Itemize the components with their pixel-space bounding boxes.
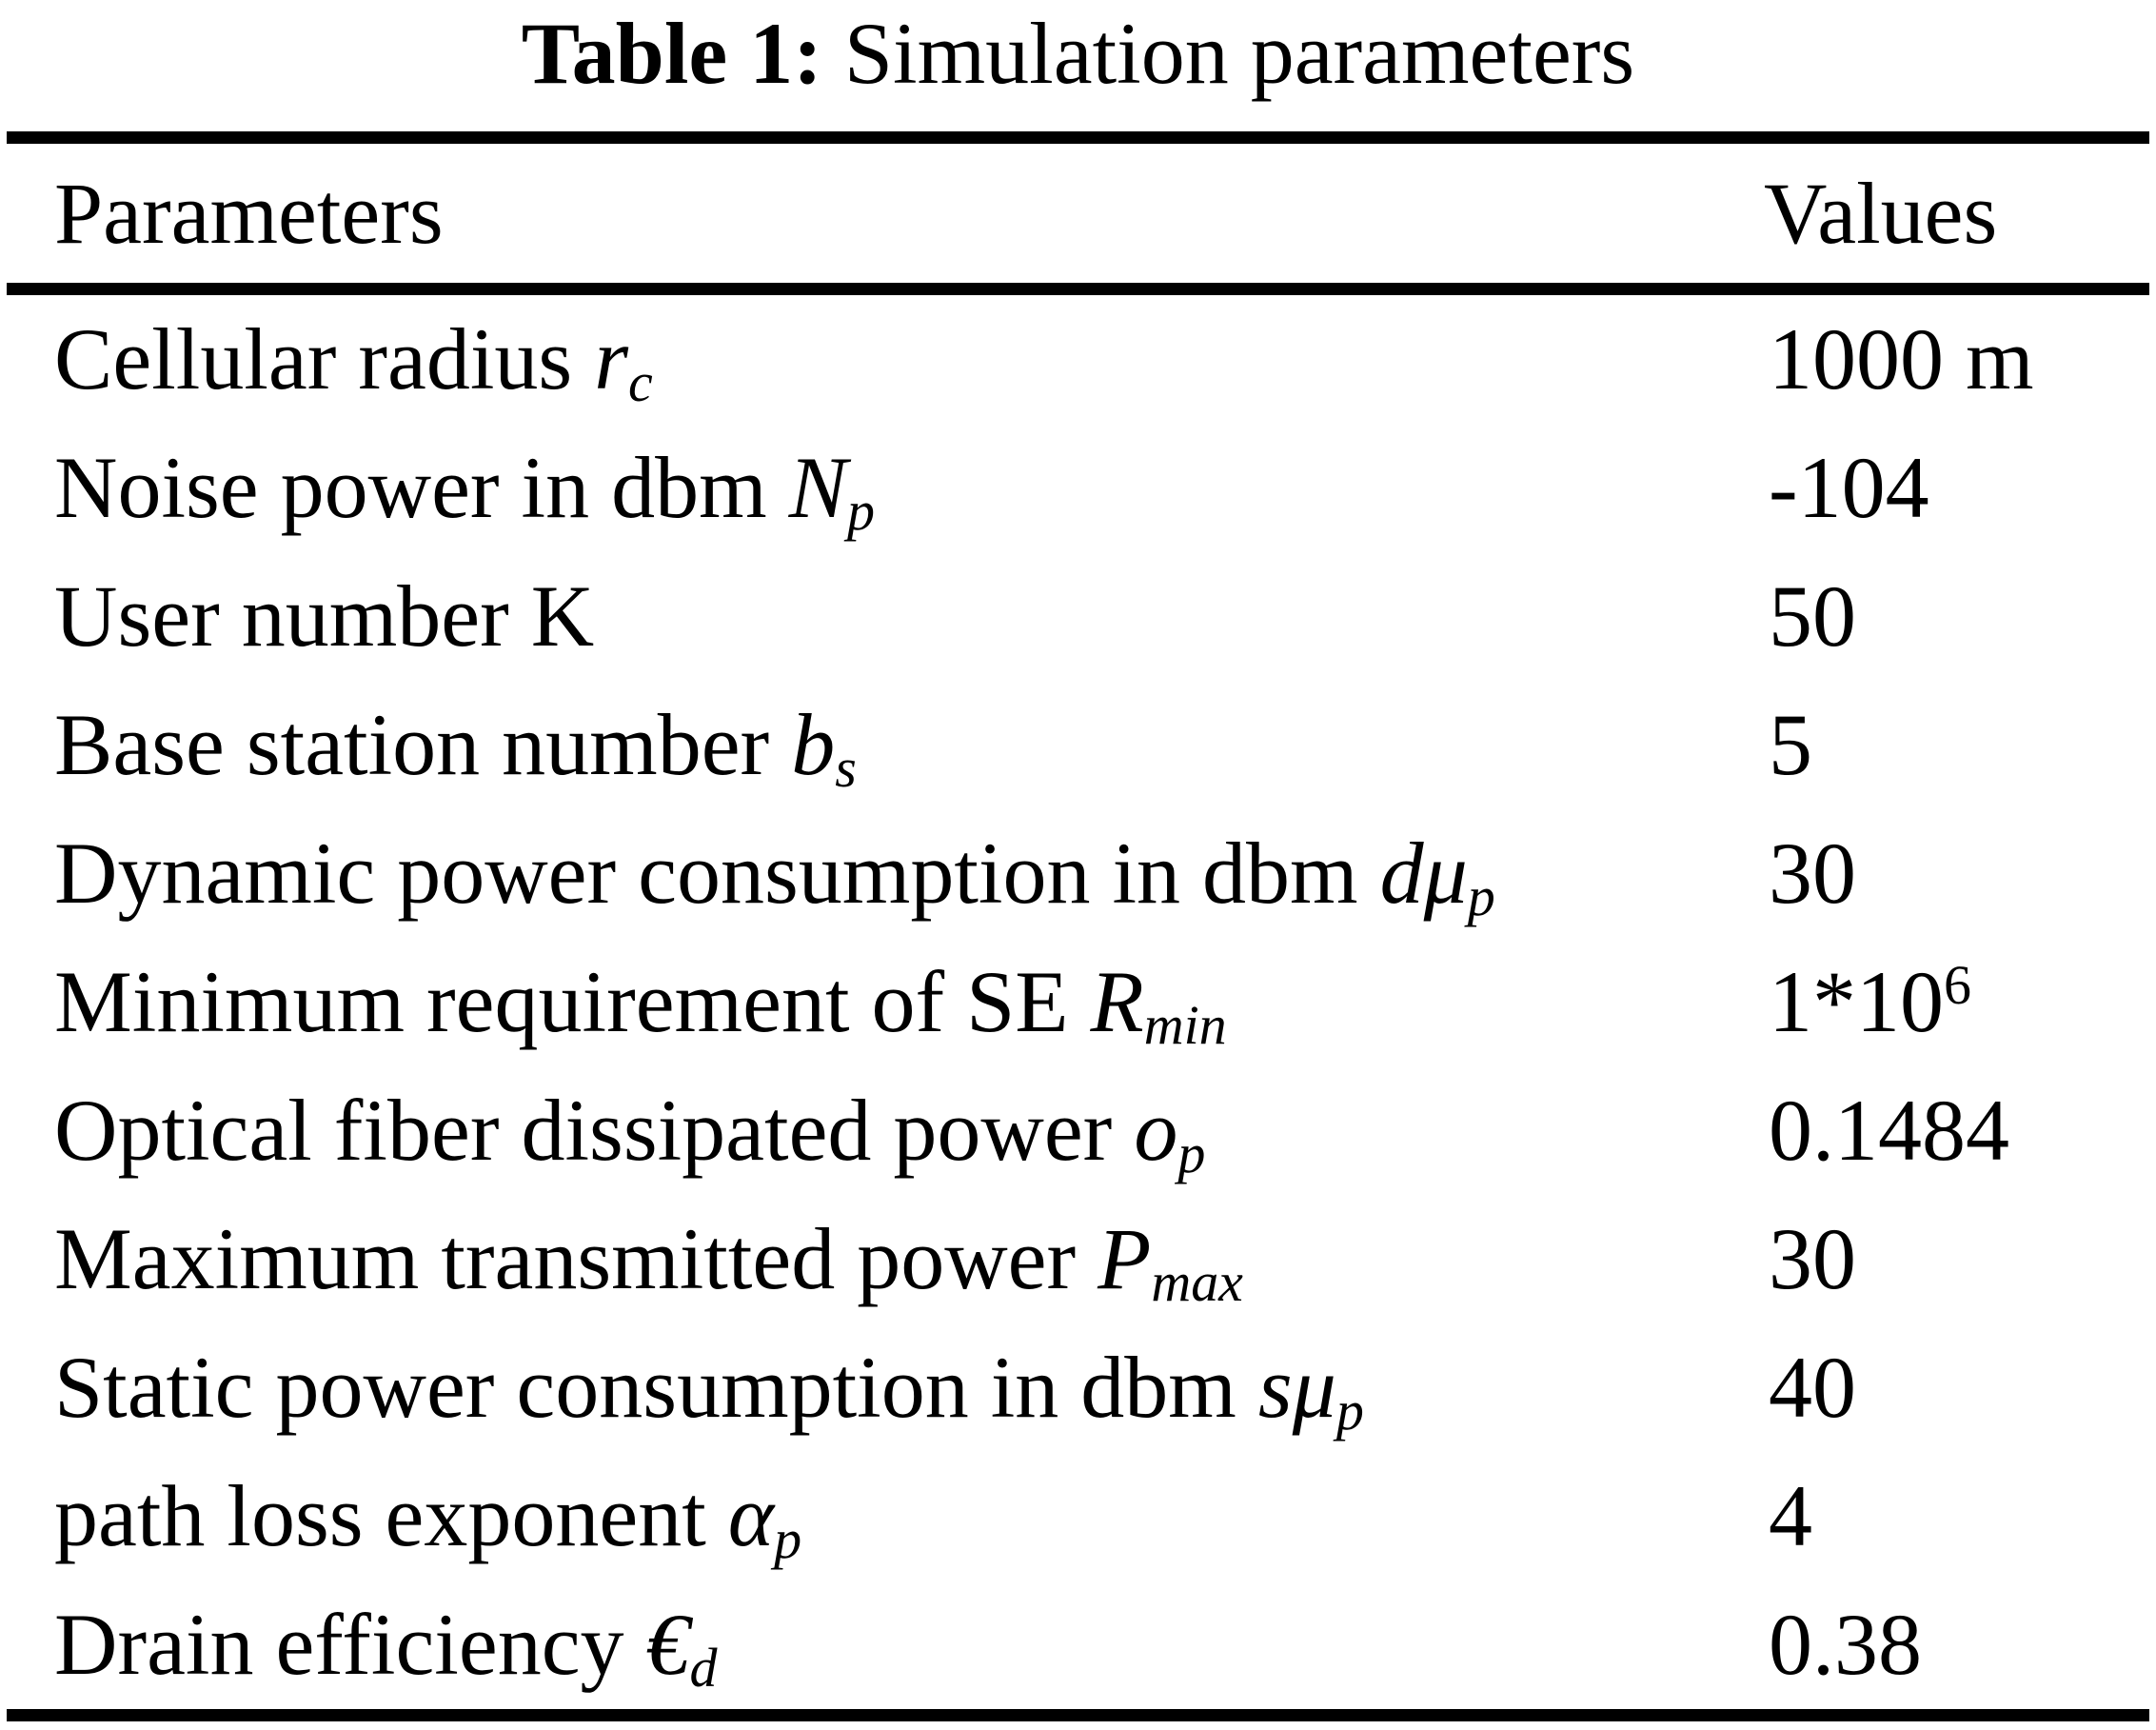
parameter-label: Base station number — [54, 696, 792, 793]
parameter-symbol: R — [1090, 953, 1144, 1050]
value-text: 0.38 — [1769, 1596, 1922, 1693]
table-caption-number: Table 1: — [521, 5, 822, 102]
parameter-cell: path loss exponent αp — [0, 1452, 801, 1581]
value-cell: 50 — [1769, 552, 1856, 681]
parameter-label: Dynamic power consumption in dbm — [54, 825, 1380, 922]
parameter-subscript: s — [835, 736, 857, 799]
parameter-label: Maximum transmitted power — [54, 1210, 1098, 1307]
parameter-label: Drain efficiency — [54, 1596, 646, 1693]
value-text: 5 — [1769, 696, 1812, 793]
table-row: Optical fiber dissipated power op 0.1484 — [0, 1066, 2156, 1195]
parameter-cell: Dynamic power consumption in dbm dμp — [0, 809, 1495, 938]
parameter-subscript: p — [1467, 865, 1495, 927]
value-text: 0.1484 — [1769, 1082, 2009, 1179]
parameter-symbol: o — [1134, 1082, 1178, 1179]
parameter-label: Static power consumption in dbm — [54, 1339, 1258, 1436]
value-text: 1000 m — [1769, 310, 2034, 408]
parameter-symbol: dμ — [1379, 825, 1468, 922]
parameter-symbol: r — [594, 310, 628, 408]
table-row: path loss exponent αp 4 — [0, 1452, 2156, 1581]
parameter-subscript: min — [1143, 993, 1227, 1056]
table-row: Dynamic power consumption in dbm dμp 30 — [0, 809, 2156, 938]
parameter-symbol: N — [788, 439, 848, 536]
value-superscript: 6 — [1944, 954, 1971, 1017]
value-cell: 0.1484 — [1769, 1066, 2009, 1195]
value-cell: 5 — [1769, 681, 1812, 809]
table-row: Minimum requirement of SE Rmin 1*106 — [0, 938, 2156, 1066]
parameter-cell: Drain efficiency €d — [0, 1581, 718, 1709]
value-cell: -104 — [1769, 424, 1929, 552]
parameter-cell: Minimum requirement of SE Rmin — [0, 938, 1227, 1066]
table-row: Static power consumption in dbm sμp 40 — [0, 1323, 2156, 1452]
table-row: Drain efficiency €d 0.38 — [0, 1581, 2156, 1709]
parameter-cell: Maximum transmitted power Pmax — [0, 1195, 1243, 1323]
value-cell: 30 — [1769, 1195, 1856, 1323]
parameter-symbol: α — [727, 1467, 775, 1564]
parameter-label: Noise power in dbm — [54, 439, 789, 536]
parameter-label: Optical fiber dissipated power — [54, 1082, 1135, 1179]
parameter-label: path loss exponent — [54, 1467, 728, 1564]
parameter-label: User number K — [54, 567, 595, 665]
table-row: Noise power in dbm Np -104 — [0, 424, 2156, 552]
parameter-symbol: sμ — [1257, 1339, 1336, 1436]
parameter-cell: Noise power in dbm Np — [0, 424, 875, 552]
parameter-subscript: p — [1177, 1122, 1206, 1184]
value-text: 1*10 — [1769, 953, 1944, 1050]
value-cell: 1*106 — [1769, 938, 1971, 1066]
parameter-subscript: p — [774, 1507, 802, 1570]
table-caption: Table 1: Simulation parameters — [0, 0, 2156, 131]
value-cell: 30 — [1769, 809, 1856, 938]
parameter-label: Cellular radius — [54, 310, 595, 408]
table-row: User number K 50 — [0, 552, 2156, 681]
value-text: 30 — [1769, 1210, 1856, 1307]
value-cell: 4 — [1769, 1452, 1812, 1581]
table-header-row: Parameters Values — [0, 144, 2156, 283]
parameter-subscript: c — [628, 350, 653, 413]
value-text: 50 — [1769, 567, 1856, 665]
parameter-cell: Cellular radius rc — [0, 295, 653, 424]
parameter-symbol: b — [791, 696, 836, 793]
table-caption-text: Simulation parameters — [821, 5, 1635, 102]
table-body: Cellular radius rc 1000 m Noise power in… — [0, 295, 2156, 1709]
parameter-cell: User number K — [0, 552, 594, 681]
parameter-subscript: max — [1151, 1250, 1243, 1313]
parameter-subscript: p — [847, 479, 876, 542]
table-rule-top — [7, 131, 2149, 144]
column-header-parameters: Parameters — [54, 165, 444, 262]
table-row: Maximum transmitted power Pmax 30 — [0, 1195, 2156, 1323]
value-cell: 40 — [1769, 1323, 1856, 1452]
parameter-cell: Base station number bs — [0, 681, 857, 809]
parameter-cell: Static power consumption in dbm sμp — [0, 1323, 1364, 1452]
value-text: 40 — [1769, 1339, 1856, 1436]
parameter-label: Minimum requirement of SE — [54, 953, 1091, 1050]
table-row: Base station number bs 5 — [0, 681, 2156, 809]
value-text: 4 — [1769, 1467, 1812, 1564]
parameter-subscript: d — [689, 1636, 718, 1699]
parameter-cell: Optical fiber dissipated power op — [0, 1066, 1205, 1195]
table-rule-header — [7, 283, 2149, 295]
value-text: -104 — [1769, 439, 1929, 536]
value-text: 30 — [1769, 825, 1856, 922]
parameter-symbol: € — [645, 1596, 690, 1693]
table-row: Cellular radius rc 1000 m — [0, 295, 2156, 424]
value-cell: 0.38 — [1769, 1581, 1922, 1709]
table-rule-bottom — [7, 1709, 2149, 1721]
parameter-subscript: p — [1335, 1379, 1364, 1442]
column-header-values: Values — [1764, 165, 1998, 262]
parameter-symbol: P — [1098, 1210, 1152, 1307]
value-cell: 1000 m — [1769, 295, 2034, 424]
